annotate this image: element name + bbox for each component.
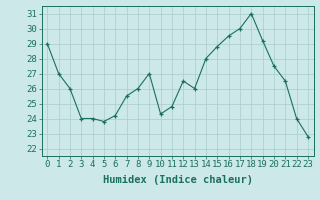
X-axis label: Humidex (Indice chaleur): Humidex (Indice chaleur) <box>103 175 252 185</box>
